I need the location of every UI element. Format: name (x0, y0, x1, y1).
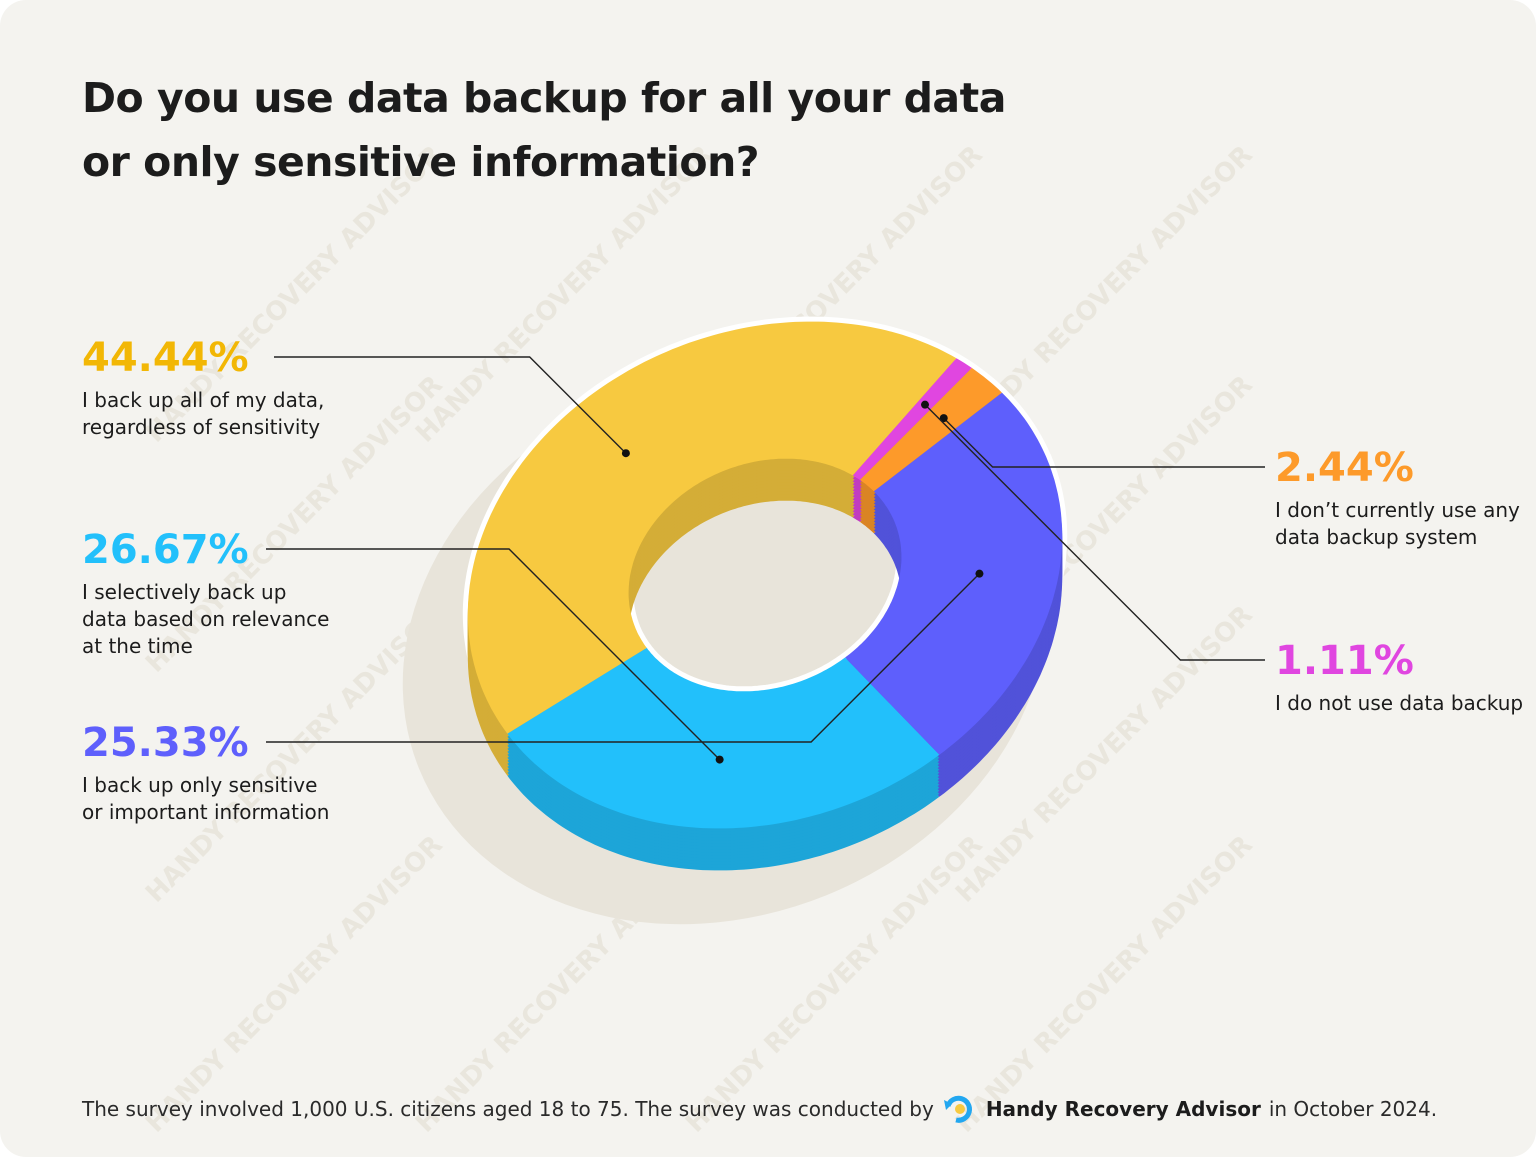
leader-dot (921, 400, 930, 409)
leader-dot (621, 449, 630, 458)
footnote-brand: Handy Recovery Advisor (985, 1097, 1261, 1121)
leader-line (924, 404, 1265, 661)
category-label: I do not use data backup (1275, 691, 1524, 715)
slice (852, 358, 972, 480)
slice (859, 367, 1002, 492)
value-label: 2.44% (1275, 445, 1414, 491)
category-label: I back up all of my data, regardless of … (82, 388, 325, 439)
leader-line (274, 356, 627, 454)
value-label: 25.33% (82, 720, 249, 766)
data-label: 2.44% I don’t currently use any data back… (1275, 445, 1525, 551)
footnote: The survey involved 1,000 U.S. citizens … (82, 1094, 1437, 1124)
slice (845, 392, 1063, 755)
leader-line (266, 548, 721, 761)
value-label: 44.44% (82, 335, 249, 381)
footnote-text: in October 2024. (1268, 1097, 1438, 1121)
leader-line (266, 573, 980, 743)
category-label: I don’t currently use any data backup sy… (1275, 498, 1520, 549)
value-label: 26.67% (82, 527, 249, 573)
slice (507, 647, 940, 829)
brand-logo (943, 1095, 972, 1123)
leader-dot (939, 414, 948, 423)
leader-dot (975, 569, 984, 578)
footnote-text: The survey involved 1,000 U.S. citizens … (82, 1097, 934, 1121)
data-label: 1.11% I do not use data backup (1275, 638, 1525, 717)
chart-title: Do you use data backup for all your data… (82, 74, 1006, 186)
leader-dot (715, 755, 724, 764)
leader-line (943, 417, 1265, 468)
value-label: 1.11% (1275, 638, 1414, 684)
data-label: 25.33% I back up only sensitive or import… (82, 720, 332, 826)
category-label: I selectively back up data based on rele… (82, 580, 330, 658)
data-label: 44.44% I back up all of my data, regardle… (82, 335, 332, 441)
data-label: 26.67% I selectively back up data based o… (82, 527, 332, 660)
category-label: I back up only sensitive or important in… (82, 773, 330, 824)
